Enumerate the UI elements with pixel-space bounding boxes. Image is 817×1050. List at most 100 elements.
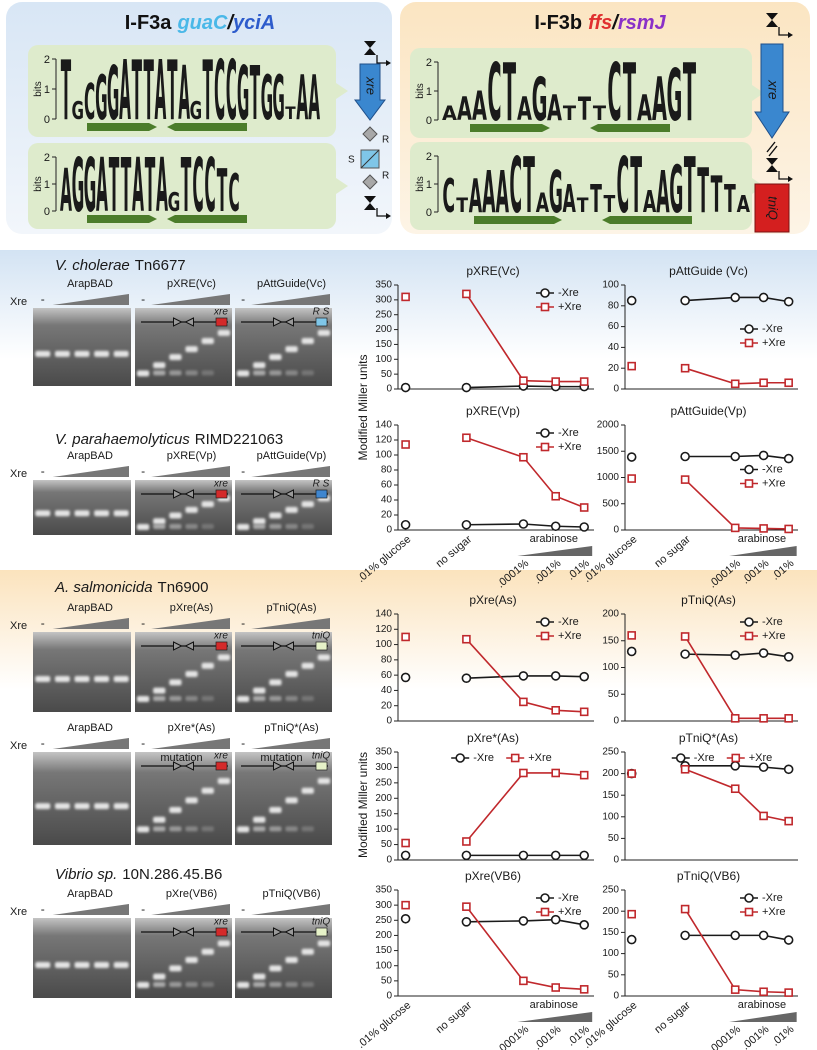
marker [730, 650, 741, 660]
logo-letter: T [623, 46, 636, 139]
gel-header: pXre(As) [170, 602, 213, 614]
logo-letter: T [109, 142, 120, 229]
site-arrow [284, 927, 294, 937]
gel-band [169, 826, 182, 832]
legend-label: -Xre [558, 616, 579, 628]
marker [784, 988, 793, 997]
marker [680, 451, 690, 462]
break-mark [766, 141, 776, 153]
break-mark [768, 145, 778, 157]
marker [627, 361, 636, 371]
chart-title: pXre(VB6) [465, 869, 521, 883]
marker [627, 474, 636, 483]
gel-band [317, 778, 331, 785]
marker [680, 363, 690, 373]
y-tick-label: 0 [613, 525, 619, 536]
y-tick-label: 100 [602, 811, 619, 822]
logo-axis-label: bits [33, 176, 44, 192]
legend-label: +Xre [558, 441, 582, 453]
site-arrow [273, 489, 283, 499]
x-group-label: arabinose [738, 999, 786, 1011]
marker [540, 907, 550, 917]
y-tick-label: 0 [613, 384, 619, 395]
site-box-slash [360, 149, 380, 169]
binding-site-arrow [470, 124, 550, 132]
gel-band [201, 662, 214, 669]
site-label: S [348, 155, 355, 166]
gel-band [301, 662, 314, 669]
logo-letter: A [469, 171, 482, 224]
y-tick-label: 200 [602, 906, 619, 917]
gel-band [301, 982, 314, 987]
logo-letter: T [167, 43, 177, 139]
gel-band [317, 329, 331, 336]
y-tick-label: 40 [381, 685, 393, 696]
y-tick-label: 200 [602, 609, 619, 620]
gene-label: tniQ [766, 196, 781, 220]
lane-minus: - [41, 736, 45, 750]
titration-wedge [151, 466, 230, 477]
marker [551, 491, 561, 501]
marker [759, 987, 768, 997]
y-tick-label: 40 [381, 495, 393, 506]
site-arrow [284, 317, 294, 327]
chart-title: pXRE(Vc) [466, 264, 519, 278]
legend-label: -Xre [762, 463, 783, 475]
gel-band [35, 510, 51, 517]
marker [759, 524, 768, 533]
logo-letter: T [203, 43, 213, 139]
site-arrow [273, 641, 283, 651]
series-line [685, 296, 789, 303]
gel-image [135, 480, 232, 535]
marker [400, 519, 411, 530]
gel-header: ArapBAD [67, 722, 113, 734]
y-tick-label: 300 [375, 762, 392, 773]
legend-label: -Xre [558, 287, 579, 299]
gel-band [113, 962, 129, 968]
marker [744, 479, 754, 488]
logo-letter: T [563, 102, 577, 125]
logo-letter: A [96, 142, 108, 229]
marker [783, 935, 794, 945]
gel-band [153, 524, 166, 529]
logo-letter: A [637, 86, 652, 128]
logo-letter: A [178, 50, 190, 137]
terminator [364, 41, 376, 48]
gel-band [301, 696, 314, 701]
marker [551, 377, 561, 386]
titration-wedge [151, 904, 230, 915]
logo-letter: A [496, 161, 509, 227]
arabinose-wedge [517, 1012, 593, 1022]
logo-letter: T [593, 102, 607, 125]
logo-letter: T [121, 142, 132, 229]
y-tick-label: 200 [375, 793, 392, 804]
logo-letter: A [652, 66, 667, 135]
gene-box [215, 927, 228, 937]
marker [550, 914, 561, 925]
y-tick-label: 40 [608, 342, 620, 353]
y-tick-label: 50 [381, 369, 393, 380]
marker [540, 288, 550, 298]
marker [730, 292, 741, 303]
y-tick-label: 150 [602, 927, 619, 938]
gel-band [236, 524, 250, 530]
gene-box [215, 489, 228, 499]
series-line [685, 652, 789, 658]
promoter [778, 27, 788, 36]
gel-band [136, 696, 150, 702]
title-part: I-F3a [125, 12, 173, 34]
marker [579, 671, 590, 682]
y-tick-label: 150 [375, 339, 392, 350]
gene-box [315, 927, 328, 937]
marker [400, 382, 411, 393]
arabinose-wedge [729, 546, 797, 556]
gel-band [113, 803, 129, 810]
gel-band [113, 676, 129, 682]
marker [401, 440, 410, 449]
terminator [364, 203, 376, 210]
marker [784, 524, 793, 534]
series-line [466, 918, 585, 926]
logo-letter: A [656, 161, 669, 227]
logo-letter: T [523, 142, 535, 232]
